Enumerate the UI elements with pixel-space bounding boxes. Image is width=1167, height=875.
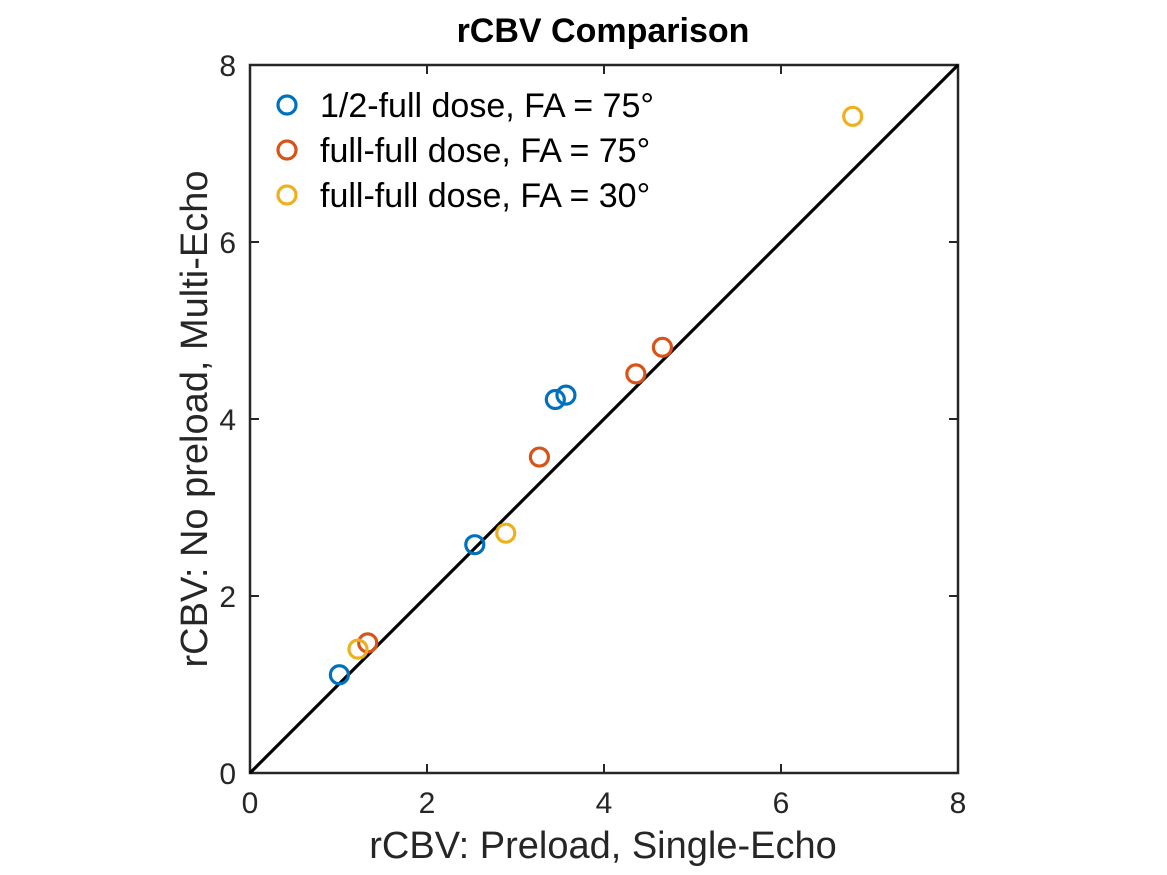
x-tick-label: 8 [950, 787, 967, 820]
y-tick-label: 4 [219, 404, 236, 437]
legend-marker [276, 139, 298, 161]
legend-marker [276, 184, 298, 206]
x-tick-label: 4 [596, 787, 613, 820]
data-point [464, 534, 486, 556]
data-points [328, 105, 864, 686]
data-point [328, 664, 350, 686]
data-point [495, 522, 517, 544]
y-tick-label: 8 [219, 50, 236, 83]
data-point [544, 388, 566, 411]
legend-label: 1/2-full dose, FA = 75° [320, 87, 654, 125]
legend-label: full-full dose, FA = 75° [320, 132, 650, 170]
data-point [347, 638, 369, 660]
y-tick-label: 0 [219, 758, 236, 791]
x-tick-label: 2 [419, 787, 436, 820]
identity-line-group [248, 63, 960, 775]
data-point [555, 384, 577, 406]
x-tick-label: 0 [242, 787, 259, 820]
plot-axes: 0 2 4 6 8 0 2 4 6 8 [219, 50, 966, 820]
chart-title: rCBV Comparison [457, 12, 750, 50]
data-point [625, 363, 647, 385]
y-axis-label: rCBV: No preload, Multi-Echo [174, 170, 216, 667]
data-point [528, 446, 550, 468]
identity-line [248, 63, 960, 775]
legend: 1/2-full dose, FA = 75° full-full dose, F… [276, 87, 654, 215]
data-point [842, 105, 864, 127]
y-tick-label: 2 [219, 581, 236, 614]
data-point [651, 336, 674, 358]
x-axis-label: rCBV: Preload, Single-Echo [369, 825, 837, 867]
legend-marker [276, 94, 298, 116]
y-tick-label: 6 [219, 227, 236, 260]
legend-label: full-full dose, FA = 30° [320, 177, 650, 215]
x-tick-label: 6 [773, 787, 790, 820]
